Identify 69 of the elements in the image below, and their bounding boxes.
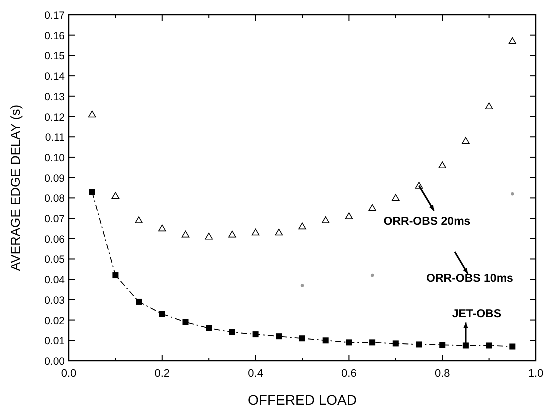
point [392, 340, 399, 347]
point [206, 325, 212, 332]
y-tick-label: 0.17 [44, 10, 66, 22]
point [438, 162, 446, 169]
annotation: JET-OBS [452, 308, 502, 321]
point [229, 330, 236, 336]
y-tick-label: 0.01 [44, 336, 66, 348]
y-tick-label: 0.15 [44, 50, 66, 63]
point [346, 340, 352, 346]
point [275, 228, 284, 236]
x-tick-label: 0.6 [342, 368, 357, 380]
x-axis-title: OFFERED LOAD [248, 392, 357, 408]
point [300, 336, 306, 342]
point [368, 204, 376, 212]
point [510, 344, 516, 350]
point [112, 192, 120, 200]
point [322, 338, 329, 344]
x-tick-label: 0.8 [434, 368, 450, 380]
y-tick-label: 0.13 [44, 91, 66, 104]
point [298, 222, 306, 230]
point [205, 232, 213, 240]
y-tick-label: 0.11 [45, 132, 66, 144]
point [415, 182, 424, 189]
y-tick-label: 0.12 [44, 112, 66, 124]
x-tick-label: 1.0 [528, 368, 544, 380]
point [276, 334, 282, 340]
point [370, 340, 376, 346]
point [370, 274, 374, 278]
point [228, 230, 236, 238]
point [252, 228, 260, 236]
annotation: ORR-OBS 20ms [384, 216, 471, 228]
point [508, 38, 517, 44]
point [88, 110, 96, 118]
y-tick-label: 0.14 [44, 71, 66, 84]
y-tick-label: 0.10 [44, 152, 66, 164]
point [136, 298, 142, 305]
point [112, 272, 119, 279]
point [416, 342, 422, 348]
point [485, 102, 494, 110]
y-tick-label: 0.00 [44, 356, 66, 368]
point [486, 342, 492, 349]
point [89, 189, 96, 196]
point [135, 216, 143, 224]
y-tick-label: 0.16 [44, 30, 66, 42]
point [159, 311, 166, 318]
point [252, 332, 259, 338]
y-tick-label: 0.02 [44, 315, 66, 328]
y-tick-label: 0.06 [44, 234, 66, 246]
y-tick-label: 0.05 [44, 254, 66, 266]
y-tick-label: 0.04 [44, 274, 66, 287]
point [345, 212, 354, 220]
point [440, 342, 446, 348]
point [182, 319, 189, 326]
y-tick-label: 0.09 [44, 172, 66, 185]
x-tick-label: 0.4 [248, 368, 264, 380]
annotation: ORR-OBS 10ms [426, 273, 514, 285]
point [462, 137, 470, 144]
point [392, 194, 400, 202]
point [158, 224, 166, 232]
y-tick-label: 0.08 [44, 193, 66, 206]
point [511, 192, 514, 196]
y-tick-label: 0.07 [44, 214, 66, 226]
x-tick-label: 0.2 [154, 368, 170, 380]
point [322, 216, 330, 224]
point [182, 230, 190, 238]
x-tick-label: 0.0 [61, 368, 77, 380]
y-tick-label: 0.03 [44, 294, 66, 307]
point [300, 284, 304, 288]
y-axis-title: AVERAGE EDGE DELAY (s) [8, 104, 23, 272]
